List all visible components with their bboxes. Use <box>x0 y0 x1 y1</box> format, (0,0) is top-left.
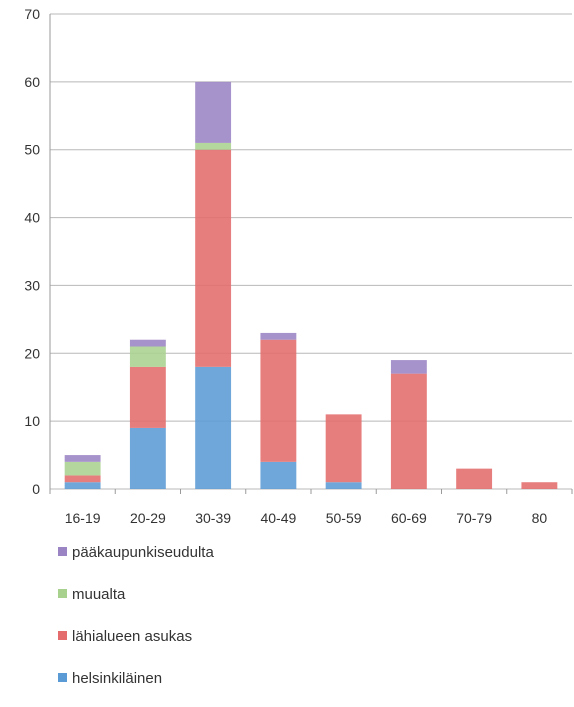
bar-segment <box>260 339 297 462</box>
y-tick-label: 10 <box>24 413 40 429</box>
x-tick-label: 60-69 <box>391 510 427 526</box>
x-tick-label: 30-39 <box>195 510 231 526</box>
bar-segment <box>390 360 427 374</box>
legend-label: helsinkiläinen <box>72 670 162 687</box>
legend-label: pääkaupunkiseudulta <box>72 544 214 561</box>
bar-segment <box>195 142 232 150</box>
legend-swatch <box>58 673 67 682</box>
y-tick-label: 0 <box>32 481 40 497</box>
bar-segment <box>64 455 101 462</box>
bar-segment <box>129 427 166 489</box>
y-tick-label: 60 <box>24 74 40 90</box>
bar-segment <box>195 366 232 489</box>
x-tick-label: 16-19 <box>65 510 101 526</box>
y-tick-label: 50 <box>24 142 40 158</box>
legend: pääkaupunkiseudulta muualta lähialueen asu… <box>58 544 214 687</box>
bar-segment <box>64 461 101 476</box>
x-tick-label: 50-59 <box>326 510 362 526</box>
y-tick-label: 30 <box>24 277 40 293</box>
x-tick-label: 70-79 <box>456 510 492 526</box>
bar-segment <box>521 482 558 489</box>
bar-segment <box>325 414 362 483</box>
bar-segment <box>260 332 297 340</box>
legend-label: muualta <box>72 586 126 603</box>
axis-layer: 0 10 20 30 40 50 60 70 16-19 20-29 30-39 40-49 50-59… <box>24 6 573 526</box>
x-tick-label: 20-29 <box>130 510 166 526</box>
bar-segment <box>325 482 362 489</box>
x-tick-label: 80 <box>532 510 548 526</box>
bar-segment <box>129 339 166 347</box>
bar-segment <box>64 475 101 483</box>
bar-segment <box>129 366 166 428</box>
y-tick-label: 70 <box>24 6 40 22</box>
y-tick-label: 40 <box>24 210 40 226</box>
bar-segment <box>195 149 232 367</box>
legend-swatch <box>58 589 67 598</box>
bar-layer <box>64 81 558 489</box>
bar-segment <box>129 346 166 367</box>
y-tick-label: 20 <box>24 345 40 361</box>
grid-layer <box>50 13 572 490</box>
bar-segment <box>64 482 101 489</box>
bar-segment <box>195 81 232 143</box>
legend-swatch <box>58 631 67 640</box>
legend-swatch <box>58 547 67 556</box>
bar-segment <box>260 461 297 489</box>
x-tick-label: 40-49 <box>260 510 296 526</box>
bar-segment <box>390 373 427 489</box>
bar-segment <box>456 468 493 489</box>
legend-label: lähialueen asukas <box>72 628 192 645</box>
